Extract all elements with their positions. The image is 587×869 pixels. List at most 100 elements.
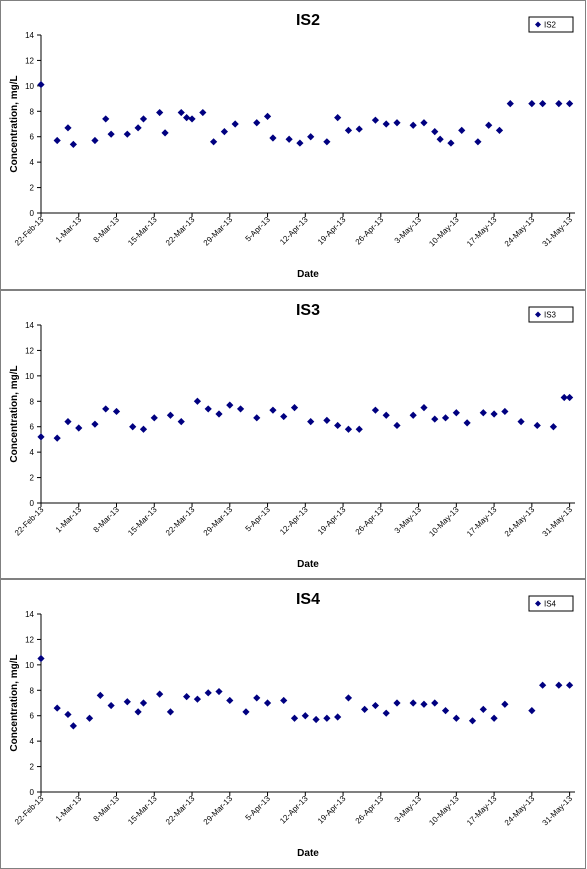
x-tick-label: 12-Apr-13 — [278, 794, 310, 826]
data-point — [441, 414, 450, 422]
x-tick-label: 15-Mar-13 — [126, 215, 159, 248]
data-point — [485, 121, 493, 129]
x-tick-label: 1-Mar-13 — [54, 215, 84, 245]
x-tick-label: 22-Mar-13 — [164, 505, 197, 538]
data-point — [210, 138, 218, 146]
legend: IS4 — [528, 595, 574, 612]
x-tick-label: 17-May-13 — [465, 215, 499, 249]
y-tick-label: 4 — [30, 158, 35, 167]
data-point — [204, 689, 212, 697]
data-point — [236, 405, 245, 413]
x-tick-label: 22-Feb-13 — [13, 505, 46, 538]
data-point — [539, 681, 547, 689]
data-point — [420, 404, 428, 412]
y-tick-label: 0 — [30, 499, 35, 508]
y-tick-label: 4 — [30, 737, 35, 746]
x-tick-label: 12-Apr-13 — [278, 215, 310, 247]
data-point — [139, 425, 148, 433]
data-point — [188, 115, 196, 123]
y-tick-label: 14 — [25, 610, 34, 619]
data-point — [129, 423, 137, 431]
y-tick-label: 2 — [30, 763, 35, 772]
data-point — [193, 397, 202, 405]
data-point — [555, 100, 563, 108]
x-tick-label: 22-Feb-13 — [13, 794, 46, 827]
data-point — [393, 421, 401, 430]
x-tick-label: 31-May-13 — [541, 215, 575, 249]
data-point — [479, 409, 487, 417]
data-point — [269, 406, 277, 414]
data-point — [166, 411, 175, 419]
data-point — [215, 410, 223, 418]
data-point — [96, 691, 104, 699]
data-point — [156, 690, 164, 698]
x-tick-label: 8-Mar-13 — [92, 505, 122, 535]
data-point — [393, 119, 401, 127]
data-point — [458, 126, 466, 134]
data-point — [183, 114, 191, 122]
legend-label: IS2 — [544, 21, 557, 30]
y-axis-label: Concentration, mg/L — [9, 75, 20, 172]
data-point — [323, 714, 331, 722]
x-tick-label: 19-Apr-13 — [316, 215, 348, 247]
data-point — [53, 704, 61, 712]
y-tick-label: 12 — [25, 346, 34, 355]
data-point — [479, 705, 487, 713]
x-tick-label: 8-Mar-13 — [92, 794, 122, 824]
x-tick-label: 10-May-13 — [427, 505, 461, 539]
data-point — [371, 701, 380, 710]
legend-box — [528, 16, 574, 33]
data-point — [156, 108, 164, 117]
data-point — [312, 715, 320, 724]
data-point — [344, 126, 353, 134]
data-point — [506, 100, 514, 108]
data-point — [226, 696, 234, 705]
data-point — [199, 108, 207, 117]
x-tick-label: 24-May-13 — [503, 794, 537, 828]
data-point — [344, 694, 353, 702]
x-tick-label: 3-May-13 — [393, 794, 424, 825]
x-tick-label: 3-May-13 — [393, 505, 424, 536]
data-point — [420, 700, 428, 708]
y-tick-label: 0 — [30, 788, 35, 797]
x-tick-label: 12-Apr-13 — [278, 505, 310, 537]
data-point — [355, 425, 363, 433]
data-point — [296, 139, 304, 147]
x-tick-label: 29-Mar-13 — [202, 505, 235, 538]
data-point — [253, 694, 261, 702]
data-point — [290, 404, 299, 412]
data-point — [177, 108, 185, 117]
legend-label: IS4 — [544, 600, 557, 609]
data-point — [69, 140, 77, 148]
x-tick-label: 22-Mar-13 — [164, 215, 197, 248]
data-point — [91, 420, 99, 428]
x-axis-label: Date — [297, 559, 319, 570]
legend: IS2 — [528, 16, 574, 33]
data-point — [517, 418, 525, 426]
data-point — [566, 393, 574, 402]
data-point — [253, 414, 261, 422]
chart-title-is3: IS3 — [296, 302, 320, 319]
chart-panel-is3: IS3 0 2 4 6 8 10 12 14 22-Feb-13 1-Mar-13 8-Mar-13 1… — [0, 290, 586, 579]
legend-marker — [535, 600, 541, 607]
x-tick-label: 29-Mar-13 — [202, 215, 235, 248]
data-point — [528, 707, 536, 715]
data-point — [501, 700, 509, 708]
data-point — [166, 708, 175, 716]
x-tick-label: 10-May-13 — [427, 794, 461, 828]
data-point — [371, 116, 380, 124]
chart-panel-is2: IS2 0 2 4 6 8 10 12 14 22-Feb-13 1-Mar-13 8-Mar-13 1… — [0, 0, 586, 290]
data-point — [183, 693, 191, 701]
y-tick-label: 10 — [25, 82, 34, 91]
legend-box — [528, 595, 574, 612]
data-point — [37, 433, 45, 441]
data-point — [226, 401, 234, 409]
data-point — [420, 119, 428, 127]
y-tick-label: 12 — [25, 56, 34, 65]
y-tick-label: 8 — [30, 686, 35, 695]
data-point — [355, 125, 363, 133]
data-point — [215, 687, 223, 696]
legend-marker — [535, 21, 541, 28]
